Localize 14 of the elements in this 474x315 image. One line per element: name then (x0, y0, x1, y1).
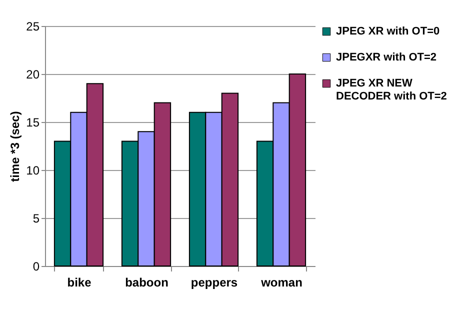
y-tick-label: 5 (32, 212, 40, 226)
y-axis-title: time *3 (sec) (8, 111, 22, 182)
y-tick-label: 25 (26, 20, 40, 34)
x-tick-label: baboon (125, 276, 168, 290)
legend-label: JPEGXR with OT=2 (336, 52, 437, 64)
x-tick-label: bike (67, 276, 92, 290)
legend-label: JPEG XR with OT=0 (336, 26, 440, 38)
y-tick-label: 10 (26, 164, 40, 178)
y-tick-label: 0 (32, 260, 40, 274)
y-tick-label: 15 (26, 116, 40, 130)
y-tick-label: 20 (26, 68, 40, 82)
x-tick-label: woman (260, 276, 302, 290)
x-tick-label: peppers (190, 276, 238, 290)
legend-label: JPEG XR NEW DECODER with OT=2 (336, 78, 447, 102)
